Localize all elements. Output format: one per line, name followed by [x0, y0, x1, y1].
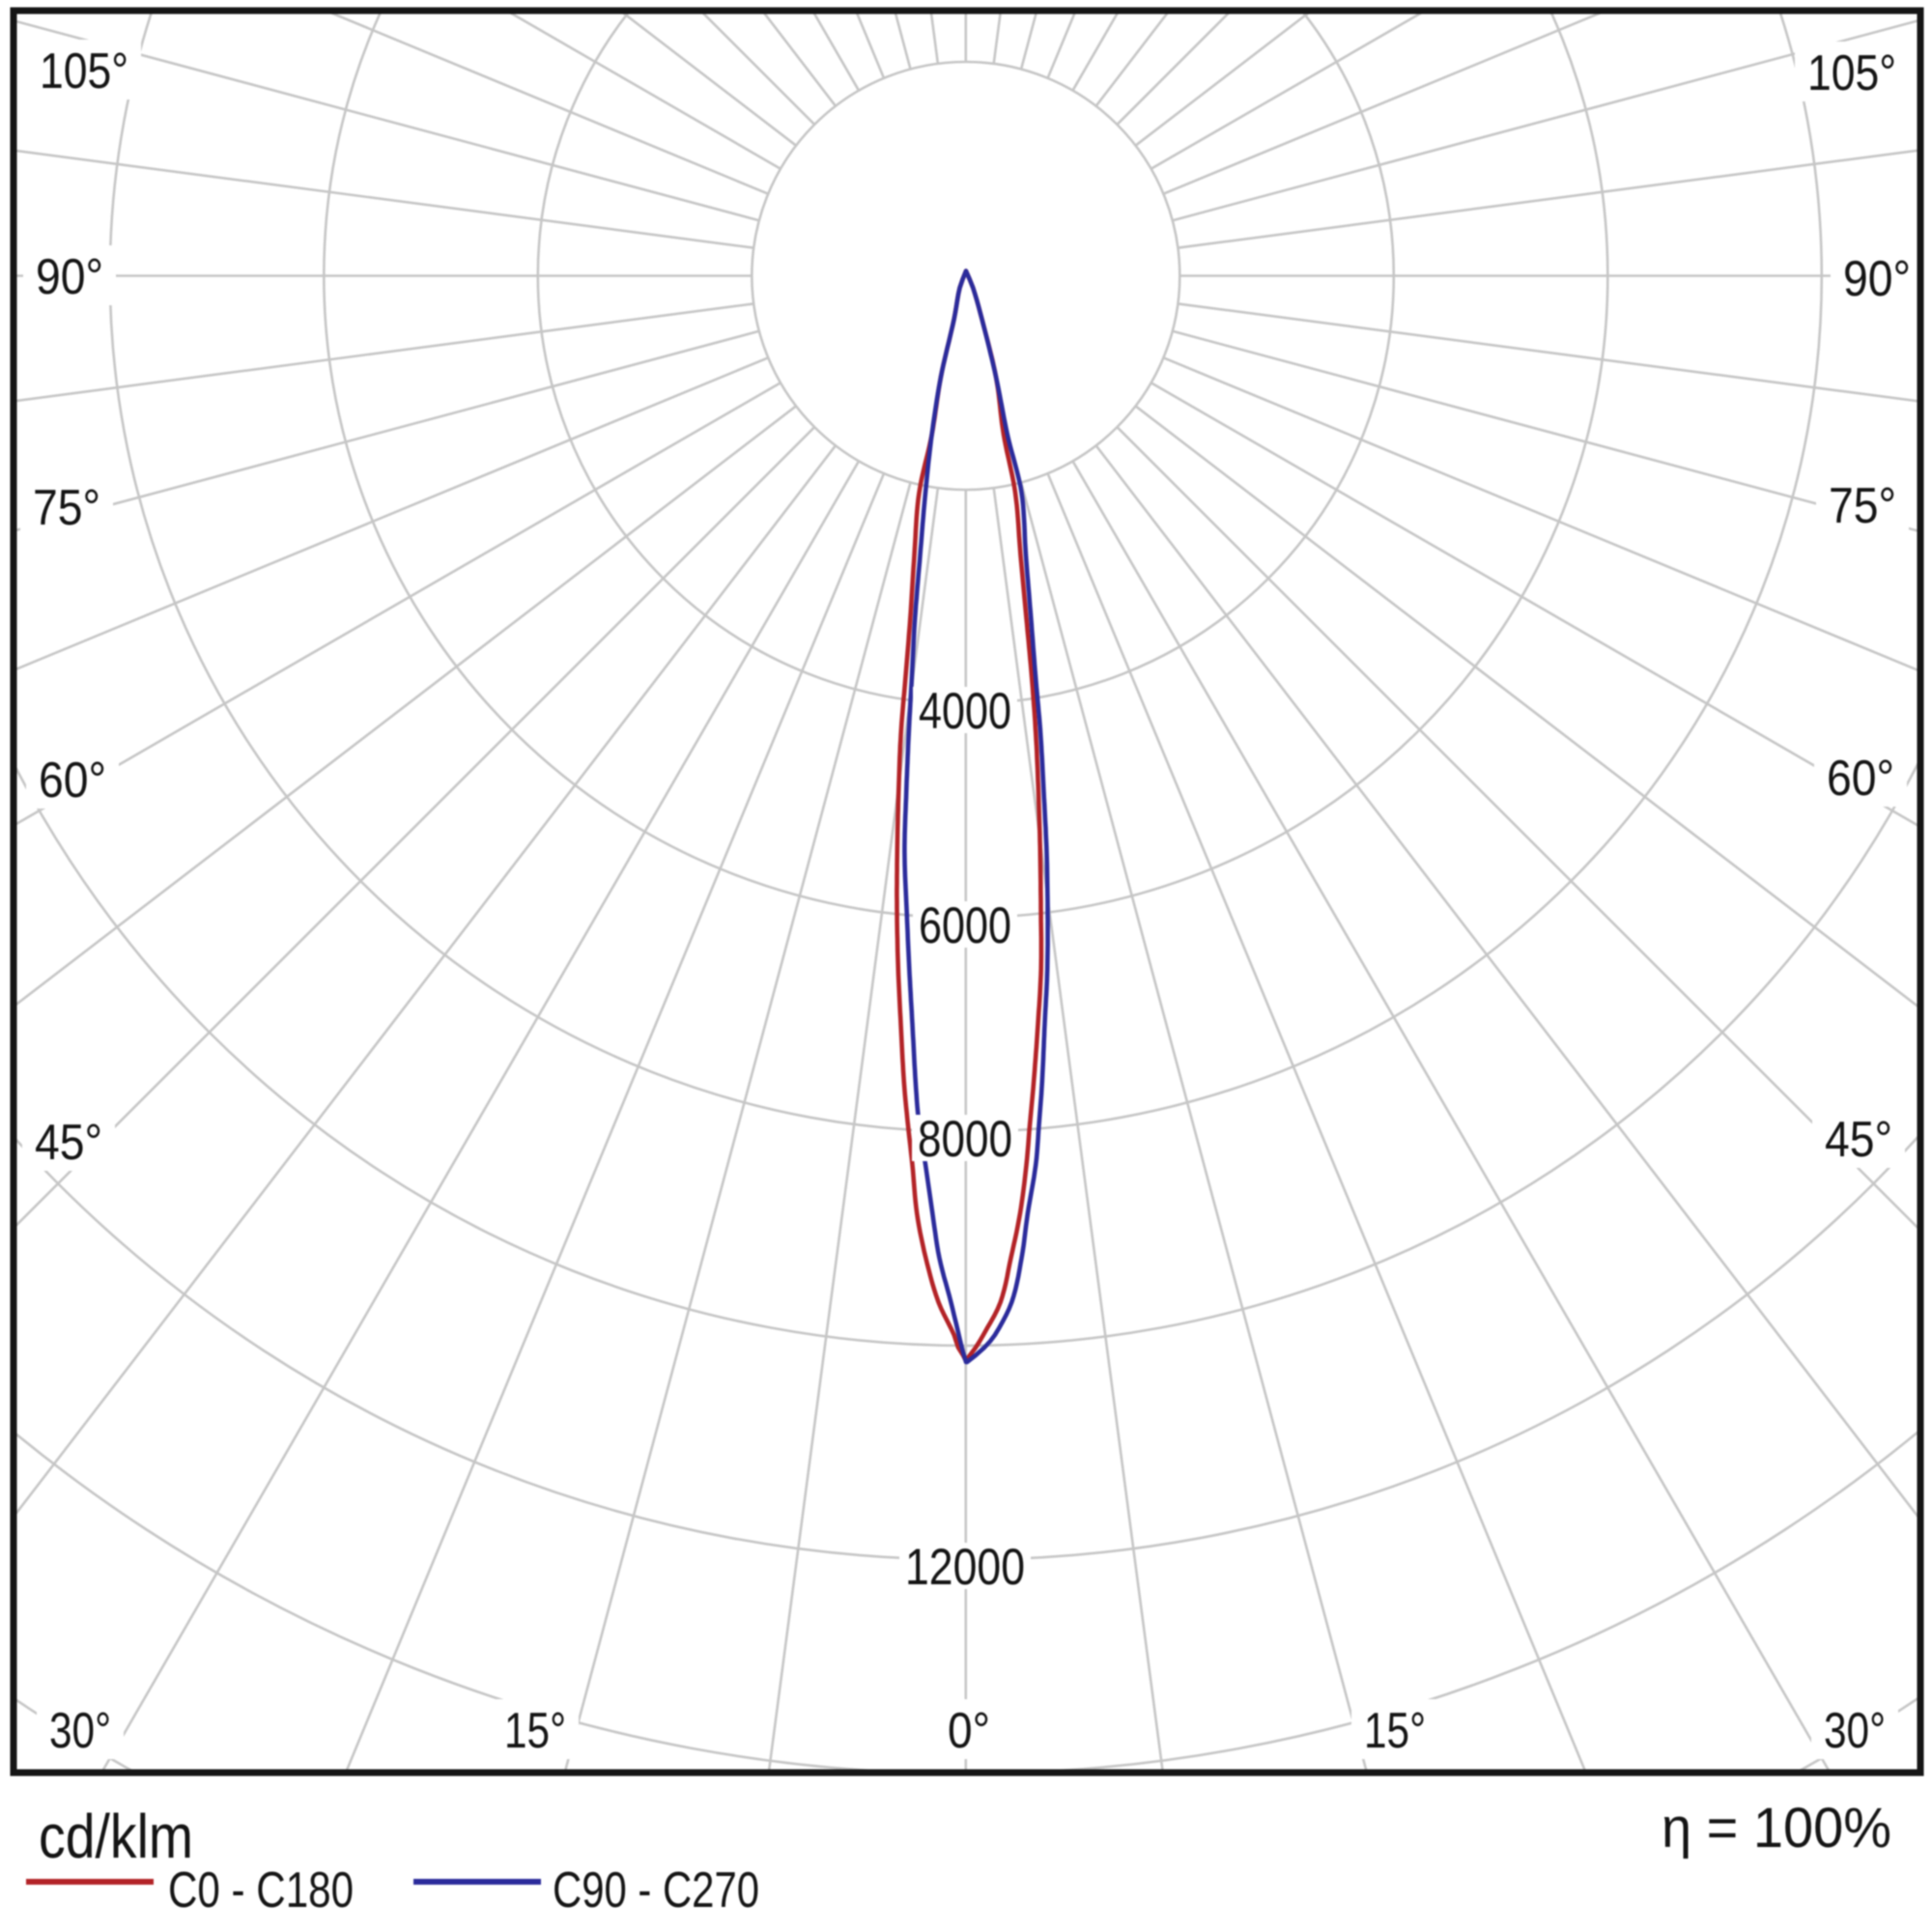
svg-text:75°: 75°: [33, 480, 100, 536]
svg-text:90°: 90°: [36, 249, 103, 305]
svg-text:C90 - C270: C90 - C270: [553, 1862, 759, 1918]
svg-text:105°: 105°: [40, 43, 128, 99]
svg-text:cd/klm: cd/klm: [39, 1802, 193, 1871]
svg-text:45°: 45°: [1825, 1112, 1892, 1168]
svg-text:30°: 30°: [49, 1703, 111, 1759]
svg-text:0°: 0°: [948, 1703, 990, 1759]
svg-text:105°: 105°: [1807, 45, 1896, 101]
svg-text:60°: 60°: [1827, 751, 1894, 807]
svg-text:30°: 30°: [1824, 1703, 1886, 1759]
svg-text:4000: 4000: [919, 683, 1011, 740]
svg-text:75°: 75°: [1829, 478, 1896, 534]
svg-text:C0 - C180: C0 - C180: [168, 1862, 354, 1918]
svg-text:90°: 90°: [1843, 251, 1911, 307]
svg-text:η = 100%: η = 100%: [1662, 1797, 1891, 1860]
svg-text:15°: 15°: [1364, 1703, 1426, 1759]
svg-text:6000: 6000: [919, 897, 1011, 954]
svg-text:12000: 12000: [905, 1539, 1025, 1596]
svg-text:8000: 8000: [918, 1111, 1012, 1168]
svg-text:60°: 60°: [39, 753, 106, 809]
svg-text:45°: 45°: [35, 1115, 102, 1171]
svg-text:15°: 15°: [504, 1703, 566, 1759]
